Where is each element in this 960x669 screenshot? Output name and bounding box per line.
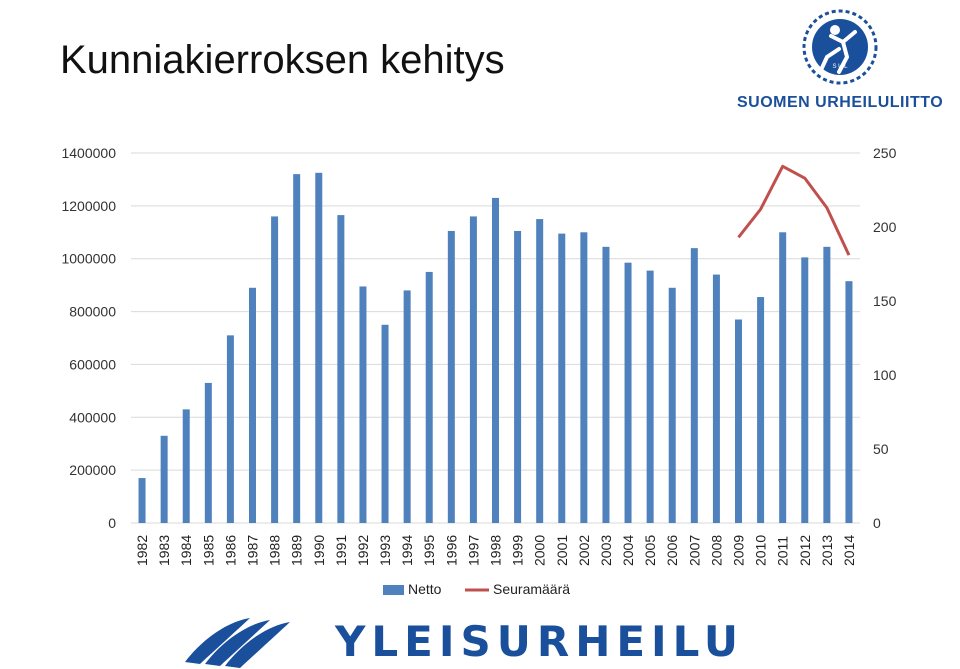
netto-bar (602, 246, 610, 524)
right-tick-label: 250 (873, 145, 897, 161)
netto-bar (690, 248, 698, 523)
netto-bar (779, 232, 787, 524)
netto-bar (536, 219, 544, 524)
x-tick-label: 1990 (311, 535, 327, 566)
x-tick-label: 1982 (134, 535, 150, 566)
x-tick-label: 2005 (642, 535, 658, 566)
netto-bar (580, 232, 588, 524)
yleisurheilu-footer (185, 618, 290, 668)
seuramaara-line-group (737, 164, 851, 256)
netto-bar (226, 335, 234, 523)
netto-bar (757, 297, 765, 523)
logo-badge-text: S U L (832, 64, 848, 70)
netto-bar (425, 271, 433, 523)
x-tick-label: 1997 (465, 535, 481, 566)
x-tick-label: 2003 (598, 535, 614, 566)
netto-bar (160, 435, 168, 523)
netto-bar (315, 172, 323, 524)
left-tick-label: 200000 (69, 462, 116, 478)
x-tick-label: 1994 (399, 535, 415, 566)
netto-bar (359, 286, 367, 523)
x-tick-label: 2006 (664, 535, 680, 566)
netto-bar (138, 478, 146, 523)
netto-bar (403, 290, 411, 523)
right-tick-label: 0 (873, 515, 881, 531)
x-tick-label: 1998 (488, 535, 504, 566)
right-tick-label: 50 (873, 441, 889, 457)
left-tick-label: 600000 (69, 356, 116, 372)
netto-bar (624, 262, 632, 523)
x-tick-label: 1991 (333, 535, 349, 566)
x-tick-label: 2010 (753, 535, 769, 566)
left-tick-label: 0 (108, 515, 116, 531)
discus-thrower-icon: S U L (802, 9, 878, 85)
x-tick-label: 1996 (443, 535, 459, 566)
netto-bar (735, 319, 742, 523)
netto-bar (271, 216, 279, 523)
left-axis-ticks: 0 200000 400000 600000 800000 1000000 1200000 1… (61, 145, 116, 531)
x-tick-label: 2014 (841, 535, 857, 566)
legend-seuramaara-label: Seuramäärä (493, 581, 570, 597)
netto-bar (492, 197, 499, 523)
x-tick-label: 2000 (532, 535, 548, 566)
legend: Netto Seuramäärä (383, 581, 570, 597)
x-tick-label: 2002 (576, 535, 592, 566)
x-tick-label: 1999 (510, 535, 526, 566)
yleisurheilu-swoosh-icon (185, 618, 290, 668)
x-tick-label: 2012 (797, 535, 813, 566)
netto-bar (668, 287, 676, 523)
netto-bar (646, 270, 654, 523)
left-tick-label: 1000000 (61, 251, 116, 267)
netto-bar (381, 324, 389, 523)
netto-bar (204, 382, 212, 523)
right-axis-ticks: 0 50 100 150 200 250 (873, 145, 897, 531)
netto-bar (447, 230, 455, 523)
legend-netto-swatch (383, 585, 404, 595)
x-tick-label: 2001 (554, 535, 570, 566)
x-tick-label: 2004 (620, 535, 636, 566)
x-axis-ticks: 1982 1983 1984 1985 1986 1987 1988 1989 1990 1991… (134, 535, 857, 566)
netto-bar (712, 274, 720, 523)
x-tick-label: 1983 (156, 535, 172, 566)
x-tick-label: 2009 (731, 535, 747, 566)
netto-bar (801, 257, 809, 523)
netto-bar (182, 409, 190, 523)
x-tick-label: 1986 (222, 535, 238, 566)
netto-bars (138, 172, 853, 524)
page-title: Kunniakierroksen kehitys (60, 38, 505, 82)
suomen-urheiluliitto-text: SUOMEN URHEILULIITTO (737, 94, 944, 111)
x-tick-label: 1987 (245, 535, 261, 566)
suomen-urheiluliitto-logo: S U L (802, 9, 878, 85)
netto-bar (845, 281, 853, 523)
x-tick-label: 2011 (775, 536, 791, 566)
x-tick-label: 1985 (200, 535, 216, 566)
netto-bar (558, 233, 566, 523)
netto-bar (469, 216, 477, 523)
seuramaara-line (737, 164, 851, 256)
left-tick-label: 400000 (69, 409, 116, 425)
x-tick-label: 2013 (819, 535, 835, 566)
right-tick-label: 150 (873, 293, 897, 309)
x-tick-label: 1993 (377, 535, 393, 566)
x-tick-label: 1984 (178, 535, 194, 566)
left-tick-label: 800000 (69, 304, 116, 320)
right-tick-label: 200 (873, 219, 897, 235)
x-tick-label: 1988 (267, 535, 283, 566)
yleisurheilu-brand-text: YLEISURHEILU (335, 617, 745, 666)
x-tick-label: 1989 (289, 535, 305, 566)
x-tick-label: 2008 (708, 535, 724, 566)
x-tick-label: 1995 (421, 535, 437, 566)
netto-bar (293, 174, 301, 523)
left-tick-label: 1400000 (61, 145, 116, 161)
legend-netto-label: Netto (408, 581, 442, 597)
right-tick-label: 100 (873, 367, 897, 383)
netto-bar (823, 246, 831, 524)
x-tick-label: 2007 (686, 535, 702, 566)
netto-bar (514, 230, 522, 523)
netto-bar (249, 287, 256, 523)
left-tick-label: 1200000 (61, 198, 116, 214)
x-tick-label: 1992 (355, 535, 371, 566)
netto-bar (337, 215, 345, 523)
